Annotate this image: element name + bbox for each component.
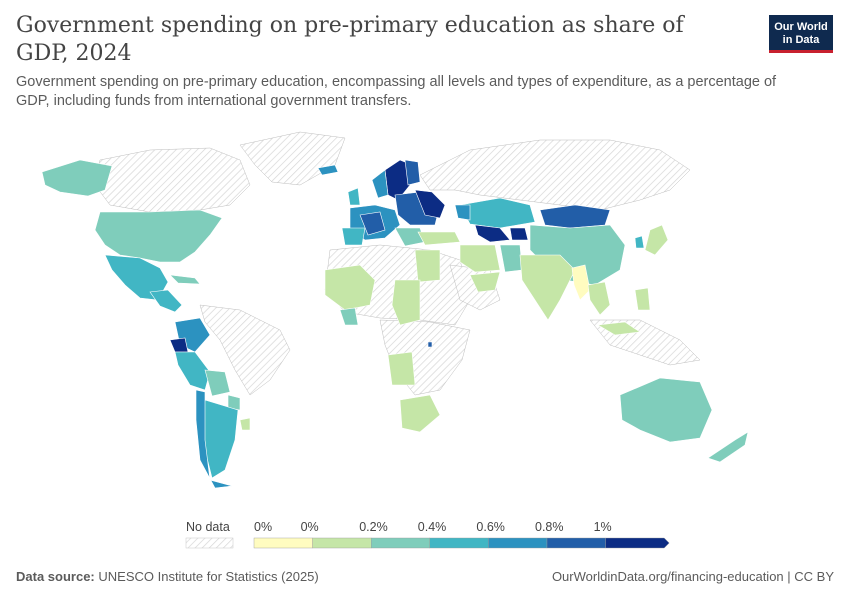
france[interactable] xyxy=(359,211,386,236)
south-africa[interactable] xyxy=(399,394,441,433)
legend-label-2: 0.2% xyxy=(359,520,388,534)
australia[interactable] xyxy=(619,377,713,443)
west-africa[interactable] xyxy=(324,264,376,311)
belarus-ukraine[interactable] xyxy=(414,189,446,219)
uk[interactable] xyxy=(347,187,361,206)
legend-swatch-3 xyxy=(429,537,489,549)
united-states[interactable] xyxy=(94,209,223,263)
caspian-region[interactable] xyxy=(454,204,471,221)
japan[interactable] xyxy=(644,224,669,256)
data-source: Data source: UNESCO Institute for Statis… xyxy=(16,569,319,584)
legend-label-4: 0.6% xyxy=(476,520,505,534)
iberia[interactable] xyxy=(341,227,366,246)
legend-swatch-4 xyxy=(488,537,548,549)
chart-title: Government spending on pre-primary educa… xyxy=(16,13,684,66)
ecuador[interactable] xyxy=(169,337,189,353)
south-america-east[interactable] xyxy=(199,304,291,396)
russia[interactable] xyxy=(419,139,691,211)
legend-label-3: 0.4% xyxy=(418,520,447,534)
chile[interactable] xyxy=(195,389,233,489)
ghana-region[interactable] xyxy=(339,307,359,326)
central-america[interactable] xyxy=(149,289,183,313)
map-legend: No data 0% 0% 0.2% 0.4% 0.6% 0.8% 1% xyxy=(185,520,670,549)
pakistan[interactable] xyxy=(499,244,523,273)
bolivia[interactable] xyxy=(204,369,231,397)
data-source-text: UNESCO Institute for Statistics (2025) xyxy=(98,569,319,584)
burundi[interactable] xyxy=(427,341,433,348)
ethiopia-region[interactable] xyxy=(469,271,501,293)
legend-no-data-swatch xyxy=(185,537,234,549)
mongolia[interactable] xyxy=(539,204,611,229)
sudan-region[interactable] xyxy=(391,279,421,326)
cuba[interactable] xyxy=(169,274,201,285)
logo-line-2: in Data xyxy=(782,33,820,46)
owid-logo[interactable]: Our World in Data xyxy=(769,15,833,53)
world-map xyxy=(41,131,749,489)
southern-africa-a[interactable] xyxy=(387,351,416,386)
india[interactable] xyxy=(519,254,576,321)
greenland[interactable] xyxy=(239,131,346,186)
data-source-label: Data source: xyxy=(16,569,95,584)
turkey[interactable] xyxy=(417,231,461,246)
philippines[interactable] xyxy=(634,287,651,311)
paraguay[interactable] xyxy=(227,394,241,411)
uzbekistan[interactable] xyxy=(474,224,511,243)
legend-label-5: 0.8% xyxy=(535,520,564,534)
legend-swatch-1 xyxy=(312,537,372,549)
egypt[interactable] xyxy=(414,249,441,283)
iran-region[interactable] xyxy=(459,244,501,273)
new-zealand[interactable] xyxy=(707,431,749,463)
myanmar[interactable] xyxy=(571,264,591,301)
uruguay[interactable] xyxy=(239,417,251,431)
finland[interactable] xyxy=(404,159,421,186)
logo-line-1: Our World xyxy=(774,20,828,33)
alaska[interactable] xyxy=(41,159,113,197)
canada-north[interactable] xyxy=(94,147,251,213)
peru[interactable] xyxy=(174,351,211,391)
footer-link[interactable]: OurWorldinData.org/financing-education |… xyxy=(551,569,834,584)
legend-swatch-5 xyxy=(546,537,606,549)
chart-subtitle: Government spending on pre-primary educa… xyxy=(16,74,777,109)
legend-no-data-label: No data xyxy=(186,520,230,534)
legend-label-6: 1% xyxy=(594,520,612,534)
thailand-vietnam[interactable] xyxy=(587,281,611,316)
kyrgyzstan[interactable] xyxy=(509,227,529,241)
legend-swatch-6 xyxy=(605,537,670,549)
legend-label-1: 0% xyxy=(301,520,319,534)
legend-label-0: 0% xyxy=(254,520,272,534)
legend-swatch-0 xyxy=(253,537,313,549)
kazakhstan[interactable] xyxy=(459,197,536,229)
korea[interactable] xyxy=(634,235,645,249)
iceland[interactable] xyxy=(317,164,339,176)
indonesia[interactable] xyxy=(597,321,641,336)
norway[interactable] xyxy=(371,169,389,199)
legend-swatch-2 xyxy=(371,537,431,549)
